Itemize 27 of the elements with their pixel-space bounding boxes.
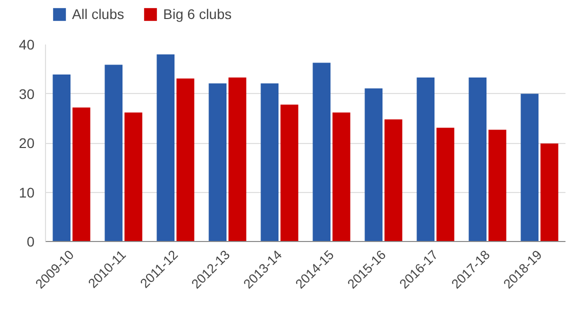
- bar: [436, 128, 454, 242]
- bar: [228, 78, 246, 242]
- bar: [260, 83, 279, 242]
- y-tick-label: 40: [18, 36, 35, 52]
- bar: [156, 54, 175, 242]
- bar: [208, 83, 227, 242]
- bar: [176, 78, 194, 242]
- y-tick-label: 0: [26, 234, 35, 250]
- bar: [104, 64, 123, 242]
- bar: [520, 94, 539, 242]
- bar: [72, 108, 90, 242]
- legend-label: All clubs: [72, 6, 124, 22]
- bar: [280, 104, 298, 242]
- bar: [468, 78, 487, 242]
- legend-label: Big 6 clubs: [163, 6, 232, 22]
- bar: [332, 112, 350, 242]
- bar: [124, 112, 142, 242]
- y-tick-label: 30: [18, 86, 35, 102]
- bar: [488, 130, 506, 242]
- bar: [312, 62, 331, 242]
- bar: [384, 119, 402, 242]
- bar: [540, 143, 558, 242]
- y-tick-label: 20: [18, 135, 35, 151]
- bar: [52, 74, 71, 242]
- bar: [416, 78, 435, 242]
- bar: [364, 88, 383, 242]
- y-tick-label: 10: [18, 184, 35, 200]
